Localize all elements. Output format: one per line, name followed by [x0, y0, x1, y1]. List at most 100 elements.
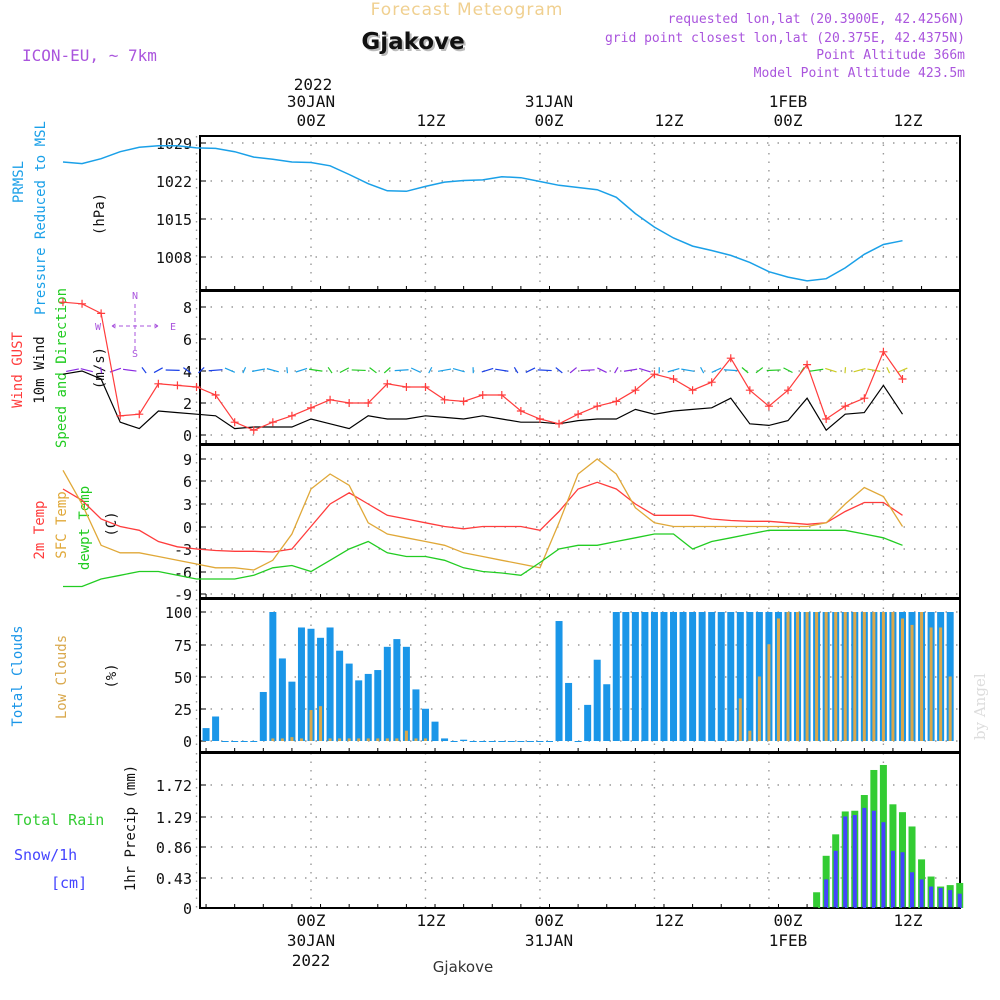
wind-direction-arrow	[183, 367, 191, 374]
snow-bar	[948, 890, 953, 908]
gust-point	[78, 299, 87, 308]
total-clouds-bar	[565, 682, 573, 741]
snow-bar	[833, 850, 838, 908]
wind-direction-arrow	[825, 367, 837, 373]
wind-direction-arrow	[681, 368, 695, 372]
top-time-label: 00Z	[774, 111, 803, 130]
total-clouds-bar	[498, 741, 506, 742]
wind-direction-arrow	[351, 369, 366, 372]
gust-point	[459, 397, 468, 406]
total-clouds-bar	[469, 741, 477, 742]
wind-direction-arrow	[327, 366, 333, 374]
y-tick-label: 1.29	[156, 809, 192, 827]
low-clouds-bar	[414, 738, 418, 741]
rain-bar	[813, 892, 821, 908]
wind-direction-arrow	[667, 367, 680, 373]
total-clouds-bar	[555, 621, 563, 741]
total-clouds-bar	[536, 741, 544, 742]
gust-point	[383, 379, 392, 388]
total-clouds-bar	[727, 612, 735, 741]
wind-direction-arrow	[580, 369, 595, 372]
low-clouds-bar	[939, 627, 943, 741]
total-clouds-bar	[717, 612, 725, 741]
wind-direction-arrow	[339, 367, 350, 374]
wind-direction-arrow	[809, 368, 824, 372]
low-clouds-bar	[900, 618, 904, 741]
dewpt-line	[63, 529, 903, 588]
bottom-time-label: 00Z	[297, 911, 326, 930]
rain-legend: Total Rain	[14, 811, 104, 829]
gust-point	[669, 375, 678, 383]
total-clouds-bar	[231, 741, 239, 742]
low-clouds-label: Low Clouds	[54, 635, 70, 719]
wind-direction-arrow	[252, 368, 266, 372]
bottom-time-label: 00Z	[774, 911, 803, 930]
wind-direction-arrow	[452, 367, 465, 373]
total-clouds-bar	[259, 691, 267, 741]
gust-point	[764, 402, 773, 411]
total-clouds-bar	[603, 684, 611, 741]
total-clouds-bar	[383, 646, 391, 741]
precip-unit: 1hr Precip (mm)	[123, 765, 139, 891]
bottom-time-label: 12Z	[417, 911, 446, 930]
wind-direction-arrow	[783, 367, 793, 374]
total-clouds-bar	[593, 659, 601, 741]
wind-direction-arrow	[495, 368, 509, 372]
sfc-temp-line	[62, 458, 904, 571]
low-clouds-bar	[757, 676, 761, 741]
top-time-label: 12Z	[894, 111, 923, 130]
panel-frame	[199, 444, 961, 599]
total-clouds-bar	[622, 612, 630, 741]
total-clouds-bar	[421, 708, 429, 741]
low-clouds-bar	[423, 738, 427, 741]
wind-direction-arrow	[208, 369, 223, 372]
total-clouds-bar	[297, 627, 305, 741]
total-clouds-bar	[507, 741, 515, 742]
total-clouds-bar	[450, 741, 458, 742]
total-clouds-bar	[202, 728, 210, 741]
wind-direction-arrow	[266, 368, 279, 373]
wind-direction-arrow	[555, 367, 563, 374]
y-tick-label: 4	[183, 363, 192, 381]
bottom-time-label: 00Z	[535, 911, 564, 930]
y-tick-label: 2	[183, 395, 192, 413]
total-clouds-bar	[679, 612, 687, 741]
t2m-label: 2m Temp	[32, 500, 48, 559]
total-clouds-bar	[460, 739, 468, 741]
gust-point	[516, 407, 525, 415]
low-clouds-bar	[299, 738, 303, 741]
snow-legend: Snow/1h	[14, 846, 77, 864]
bottom-time-label: 12Z	[655, 911, 684, 930]
low-clouds-bar	[910, 624, 914, 741]
total-clouds-bar	[317, 637, 325, 741]
compass-rose	[111, 304, 159, 350]
bottom-time-label: 30JAN	[287, 931, 335, 950]
wind-direction-arrow	[897, 367, 908, 373]
wind-direction-arrow	[428, 366, 433, 374]
total-clouds-bar	[269, 612, 277, 741]
wind-direction-arrow	[597, 367, 607, 373]
y-tick-label: 3	[183, 496, 192, 514]
low-clouds-bar	[920, 612, 924, 741]
wind-direction-arrow	[723, 369, 738, 372]
gust-point	[841, 402, 850, 411]
total-clouds-bar	[336, 650, 344, 741]
gust-point	[612, 397, 621, 406]
compass-n: N	[132, 291, 138, 302]
total-clouds-bar	[689, 612, 697, 741]
model-label: ICON-EU, ~ 7km	[22, 46, 157, 65]
total-clouds-bar	[278, 658, 286, 741]
top-time-label: 12Z	[417, 111, 446, 130]
gust-label: Wind GUST	[10, 332, 26, 408]
rain-bar	[908, 826, 916, 908]
total-clouds-bar	[584, 704, 592, 741]
snow-bar	[843, 816, 848, 908]
snow-bar	[929, 886, 934, 908]
low-clouds-bar	[395, 738, 399, 741]
gust-point	[822, 415, 831, 423]
bottom-time-label: 1FEB	[769, 931, 808, 950]
low-clouds-bar	[290, 737, 294, 741]
top-time-label: 30JAN	[287, 92, 335, 111]
temp-unit: (C)	[104, 511, 120, 536]
